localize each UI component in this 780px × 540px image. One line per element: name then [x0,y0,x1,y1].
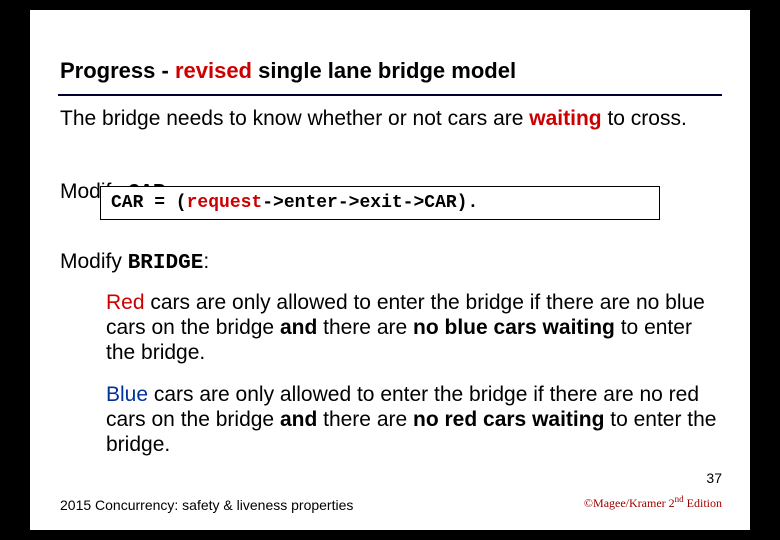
modify-bridge-pre: Modify [60,250,128,273]
title-pre: Progress - [60,58,175,83]
blue-and: and [280,408,317,431]
para1-post: to cross. [602,107,687,130]
slide: Progress - revised single lane bridge mo… [30,10,750,530]
footer-right-pre: ©Magee/Kramer [584,496,669,510]
title-underline [58,94,722,96]
title-accent: revised [175,58,252,83]
blue-bold: no red cars waiting [413,408,604,431]
blue-word: Blue [106,383,148,406]
red-bold: no blue cars waiting [413,316,615,339]
title-post: single lane bridge model [252,58,516,83]
intro-paragraph: The bridge needs to know whether or not … [60,106,730,132]
para1-accent: waiting [529,107,601,130]
blue-cars-paragraph: Blue cars are only allowed to enter the … [106,382,724,458]
code-box: CAR = (request->enter->exit->CAR). [100,186,660,220]
modify-bridge-mono: BRIDGE [128,252,204,275]
footer-right-post: Edition [684,496,722,510]
red-word: Red [106,291,145,314]
modify-bridge-post: : [203,250,209,273]
slide-title: Progress - revised single lane bridge mo… [60,58,516,84]
page-number: 37 [706,470,722,486]
modify-bridge-line: Modify BRIDGE: [60,250,209,275]
code-pre: CAR = ( [111,193,187,213]
code-post: ->enter->exit->CAR). [262,193,478,213]
red-t2: there are [317,316,413,339]
red-cars-paragraph: Red cars are only allowed to enter the b… [106,290,724,366]
blue-t2: there are [317,408,413,431]
footer-right-sup2: nd [675,494,684,504]
code-accent: request [187,193,263,213]
footer-right: ©Magee/Kramer 2nd Edition [584,494,722,511]
para1-pre: The bridge needs to know whether or not … [60,107,529,130]
footer-left: 2015 Concurrency: safety & liveness prop… [60,497,353,513]
red-and: and [280,316,317,339]
